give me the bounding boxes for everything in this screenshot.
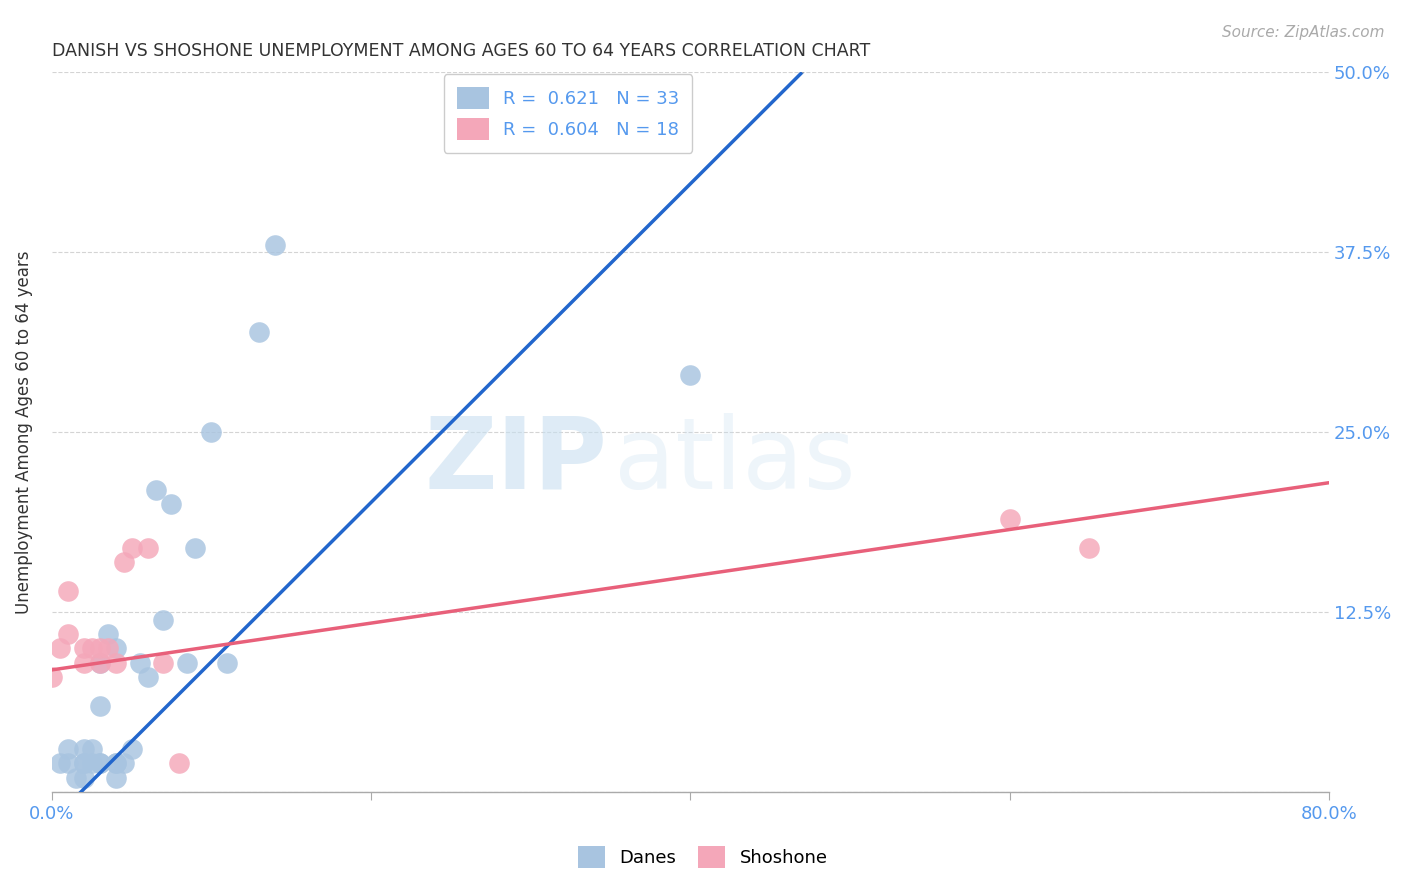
- Point: [89, 756, 111, 771]
- Point: [145, 483, 167, 497]
- Text: atlas: atlas: [613, 413, 855, 509]
- Point: [73, 641, 96, 656]
- Point: [41, 670, 63, 684]
- Point: [80, 756, 103, 771]
- Point: [89, 641, 111, 656]
- Point: [89, 656, 111, 670]
- Point: [48, 756, 70, 771]
- Point: [73, 656, 96, 670]
- Point: [56, 627, 79, 641]
- Point: [998, 512, 1021, 526]
- Point: [56, 756, 79, 771]
- Point: [152, 613, 174, 627]
- Point: [184, 541, 207, 555]
- Point: [97, 627, 120, 641]
- Point: [89, 656, 111, 670]
- Point: [56, 583, 79, 598]
- Point: [217, 656, 239, 670]
- Point: [104, 756, 127, 771]
- Point: [56, 742, 79, 756]
- Point: [104, 641, 127, 656]
- Point: [200, 425, 222, 440]
- Y-axis label: Unemployment Among Ages 60 to 64 years: Unemployment Among Ages 60 to 64 years: [15, 251, 32, 614]
- Point: [121, 541, 143, 555]
- Text: Source: ZipAtlas.com: Source: ZipAtlas.com: [1222, 25, 1385, 40]
- Point: [89, 756, 111, 771]
- Point: [73, 742, 96, 756]
- Point: [112, 555, 135, 569]
- Point: [73, 771, 96, 785]
- Point: [112, 756, 135, 771]
- Point: [679, 368, 702, 382]
- Point: [104, 656, 127, 670]
- Point: [160, 497, 183, 511]
- Point: [121, 742, 143, 756]
- Point: [136, 541, 159, 555]
- Point: [176, 656, 198, 670]
- Point: [89, 698, 111, 713]
- Point: [264, 238, 287, 252]
- Legend: Danes, Shoshone: Danes, Shoshone: [568, 835, 838, 879]
- Point: [169, 756, 191, 771]
- Point: [152, 656, 174, 670]
- Text: ZIP: ZIP: [425, 413, 607, 509]
- Point: [128, 656, 150, 670]
- Point: [48, 641, 70, 656]
- Point: [73, 756, 96, 771]
- Legend: R =  0.621   N = 33, R =  0.604   N = 18: R = 0.621 N = 33, R = 0.604 N = 18: [444, 74, 692, 153]
- Point: [104, 756, 127, 771]
- Point: [1078, 541, 1101, 555]
- Point: [97, 641, 120, 656]
- Point: [247, 325, 270, 339]
- Point: [80, 641, 103, 656]
- Point: [104, 771, 127, 785]
- Point: [65, 771, 87, 785]
- Point: [136, 670, 159, 684]
- Point: [73, 756, 96, 771]
- Text: DANISH VS SHOSHONE UNEMPLOYMENT AMONG AGES 60 TO 64 YEARS CORRELATION CHART: DANISH VS SHOSHONE UNEMPLOYMENT AMONG AG…: [52, 42, 870, 60]
- Point: [80, 742, 103, 756]
